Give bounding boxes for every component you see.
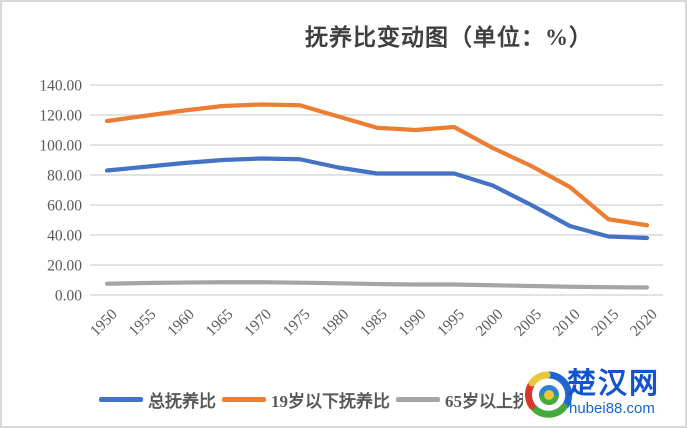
series-line-0 — [104, 156, 650, 241]
y-axis-tick-label: 40.00 — [47, 228, 82, 245]
x-axis-tick-label: 1980 — [318, 306, 352, 340]
y-axis-tick-label: 140.00 — [39, 78, 82, 95]
x-axis-tick-label: 1990 — [395, 306, 429, 340]
series-line-2 — [104, 280, 650, 290]
globe-swirl-icon — [525, 371, 573, 418]
x-axis-tick-label: 1985 — [357, 306, 391, 340]
x-axis-tick-label: 2010 — [550, 306, 584, 340]
site-watermark: 楚汉网 hubei88.com — [523, 367, 683, 424]
legend-line-swatch-blue — [99, 397, 143, 402]
watermark-site-name: 楚汉网 — [567, 368, 661, 400]
legend-line-swatch-gray — [396, 397, 440, 402]
x-axis-tick-label: 1995 — [434, 306, 468, 340]
watermark-site-url: hubei88.com — [569, 400, 655, 417]
x-axis-tick-label: 1955 — [125, 306, 159, 340]
watermark-text: 楚汉网 hubei88.com — [567, 367, 683, 417]
y-axis-tick-label: 80.00 — [47, 168, 82, 185]
x-axis-tick-label: 1970 — [241, 306, 275, 340]
legend-item-under19-ratio: 19岁以下抚养比 — [222, 387, 390, 412]
y-axis-tick-label: 100.00 — [39, 138, 82, 155]
x-axis-tick-label: 1950 — [87, 306, 121, 340]
legend-label: 19岁以下抚养比 — [271, 392, 390, 411]
y-axis-tick-label: 120.00 — [39, 108, 82, 125]
legend-item-total-ratio: 总抚养比 — [99, 387, 216, 412]
x-axis-tick-label: 2000 — [473, 306, 507, 340]
y-axis-tick-label: 60.00 — [47, 198, 82, 215]
legend-label: 总抚养比 — [148, 392, 216, 411]
legend-line-swatch-orange — [222, 397, 266, 402]
x-axis-tick-label: 1975 — [280, 306, 314, 340]
x-axis-tick-label: 2015 — [588, 306, 622, 340]
x-axis-tick-label: 1960 — [164, 306, 198, 340]
x-axis-tick-label: 2020 — [627, 306, 661, 340]
y-axis-tick-label: 0.00 — [55, 288, 82, 305]
x-axis-tick-label: 2005 — [511, 306, 545, 340]
chart-title: 抚养比变动图（单位：%） — [305, 25, 593, 50]
x-axis-tick-label: 1965 — [203, 306, 237, 340]
series-line-1 — [104, 102, 650, 228]
y-axis-tick-label: 20.00 — [47, 258, 82, 275]
